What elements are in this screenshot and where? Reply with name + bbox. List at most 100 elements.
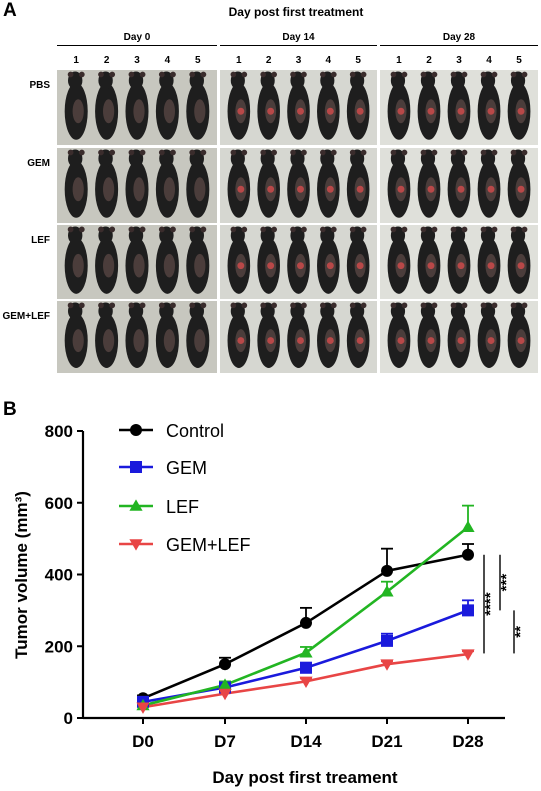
mouse-photo-illustration: [227, 149, 370, 218]
mouse-figure: [477, 226, 501, 294]
mouse-number: 1: [236, 55, 242, 66]
mouse-figure: [417, 226, 441, 294]
mouse-figure: [95, 71, 119, 140]
mouse-figure: [95, 149, 119, 218]
data-point: [219, 658, 231, 671]
mouse-figure: [417, 71, 441, 140]
row-label-gem-lef: GEM+LEF: [2, 311, 50, 322]
mouse-figure: [287, 302, 310, 368]
mouse-photo: [220, 301, 377, 373]
mouse-figure: [447, 226, 471, 294]
mouse-figure: [257, 226, 280, 294]
group-underline: [57, 45, 217, 46]
mouse-figure: [186, 149, 210, 218]
legend-marker: [130, 461, 142, 473]
mouse-figure: [317, 149, 340, 218]
mouse-figure: [186, 226, 210, 294]
y-tick-label: 600: [45, 494, 73, 513]
data-point: [136, 702, 150, 714]
data-point: [462, 604, 474, 617]
data-point: [462, 548, 474, 561]
mouse-figure: [387, 302, 411, 368]
legend-label: GEM: [166, 458, 207, 478]
mouse-photo: [220, 148, 377, 223]
mouse-photo: [380, 301, 538, 373]
mouse-figure: [125, 302, 149, 368]
mouse-figure: [447, 149, 471, 218]
mouse-photo: [57, 70, 217, 145]
mouse-figure: [227, 71, 251, 140]
mouse-figure: [155, 226, 179, 294]
mouse-figure: [317, 226, 340, 294]
mouse-figure: [64, 71, 88, 140]
group-header: Day 28: [442, 32, 476, 43]
mouse-number: 5: [355, 55, 361, 66]
mouse-figure: [477, 302, 501, 368]
mouse-photo-illustration: [387, 149, 531, 218]
y-axis-label: Tumor volume (mm³): [12, 491, 31, 659]
panel-a-title: Day post first treatment: [228, 5, 364, 19]
panel-a-letter: A: [3, 0, 17, 21]
mouse-figure: [125, 149, 149, 218]
mouse-figure: [387, 71, 411, 140]
data-point: [461, 520, 475, 532]
legend-label: Control: [166, 421, 224, 441]
data-point: [300, 661, 312, 674]
mouse-number: 3: [134, 55, 140, 66]
y-tick-label: 0: [64, 709, 73, 728]
mouse-figure: [507, 71, 531, 140]
mouse-photo-illustration: [387, 302, 531, 368]
mouse-number: 3: [295, 55, 302, 66]
mouse-photo-illustration: [227, 71, 370, 140]
mouse-figure: [507, 302, 531, 368]
row-label-gem: GEM: [27, 158, 50, 169]
row-label-lef: LEF: [31, 235, 50, 246]
mouse-photo-illustration: [227, 226, 370, 294]
mouse-photo: [57, 301, 217, 373]
data-point: [380, 659, 394, 671]
mouse-figure: [257, 71, 280, 140]
mouse-figure: [287, 226, 310, 294]
mouse-figure: [477, 71, 501, 140]
x-axis-label: Day post first treament: [212, 768, 397, 787]
mouse-number: 4: [486, 55, 492, 66]
mouse-photo: [57, 225, 217, 299]
mouse-photo: [380, 70, 538, 145]
mouse-number: 4: [325, 55, 332, 66]
mouse-figure: [155, 71, 179, 140]
mouse-figure: [155, 302, 179, 368]
mouse-photo: [220, 225, 377, 299]
x-tick-label: D21: [371, 732, 402, 751]
y-tick-label: 400: [45, 566, 73, 585]
mouse-figure: [507, 149, 531, 218]
significance-label: **: [512, 626, 529, 638]
mouse-photo: [220, 70, 377, 145]
mouse-number: 4: [164, 55, 171, 66]
mouse-figure: [64, 226, 88, 294]
mouse-photo: [380, 148, 538, 223]
x-tick-label: D14: [290, 732, 322, 751]
mouse-number: 2: [103, 55, 110, 66]
mouse-number: 1: [396, 55, 402, 66]
group-underline: [220, 45, 377, 46]
mouse-figure: [507, 226, 531, 294]
mouse-photo-illustration: [64, 302, 210, 368]
mouse-figure: [227, 149, 251, 218]
significance-label: ***: [498, 574, 515, 592]
data-point: [218, 688, 232, 701]
mouse-figure: [125, 226, 149, 294]
mouse-photo: [380, 225, 538, 299]
mouse-photo-illustration: [64, 226, 210, 294]
mouse-figure: [317, 302, 340, 368]
mouse-figure: [125, 71, 149, 140]
mouse-figure: [186, 71, 210, 140]
mouse-number: 5: [516, 55, 522, 66]
y-tick-label: 800: [45, 422, 73, 441]
data-point: [300, 616, 312, 629]
mouse-figure: [257, 302, 280, 368]
legend-marker: [130, 424, 142, 436]
mouse-photo-illustration: [227, 302, 370, 368]
mouse-figure: [317, 71, 340, 140]
mouse-figure: [155, 149, 179, 218]
panel-b-letter: B: [3, 399, 17, 420]
